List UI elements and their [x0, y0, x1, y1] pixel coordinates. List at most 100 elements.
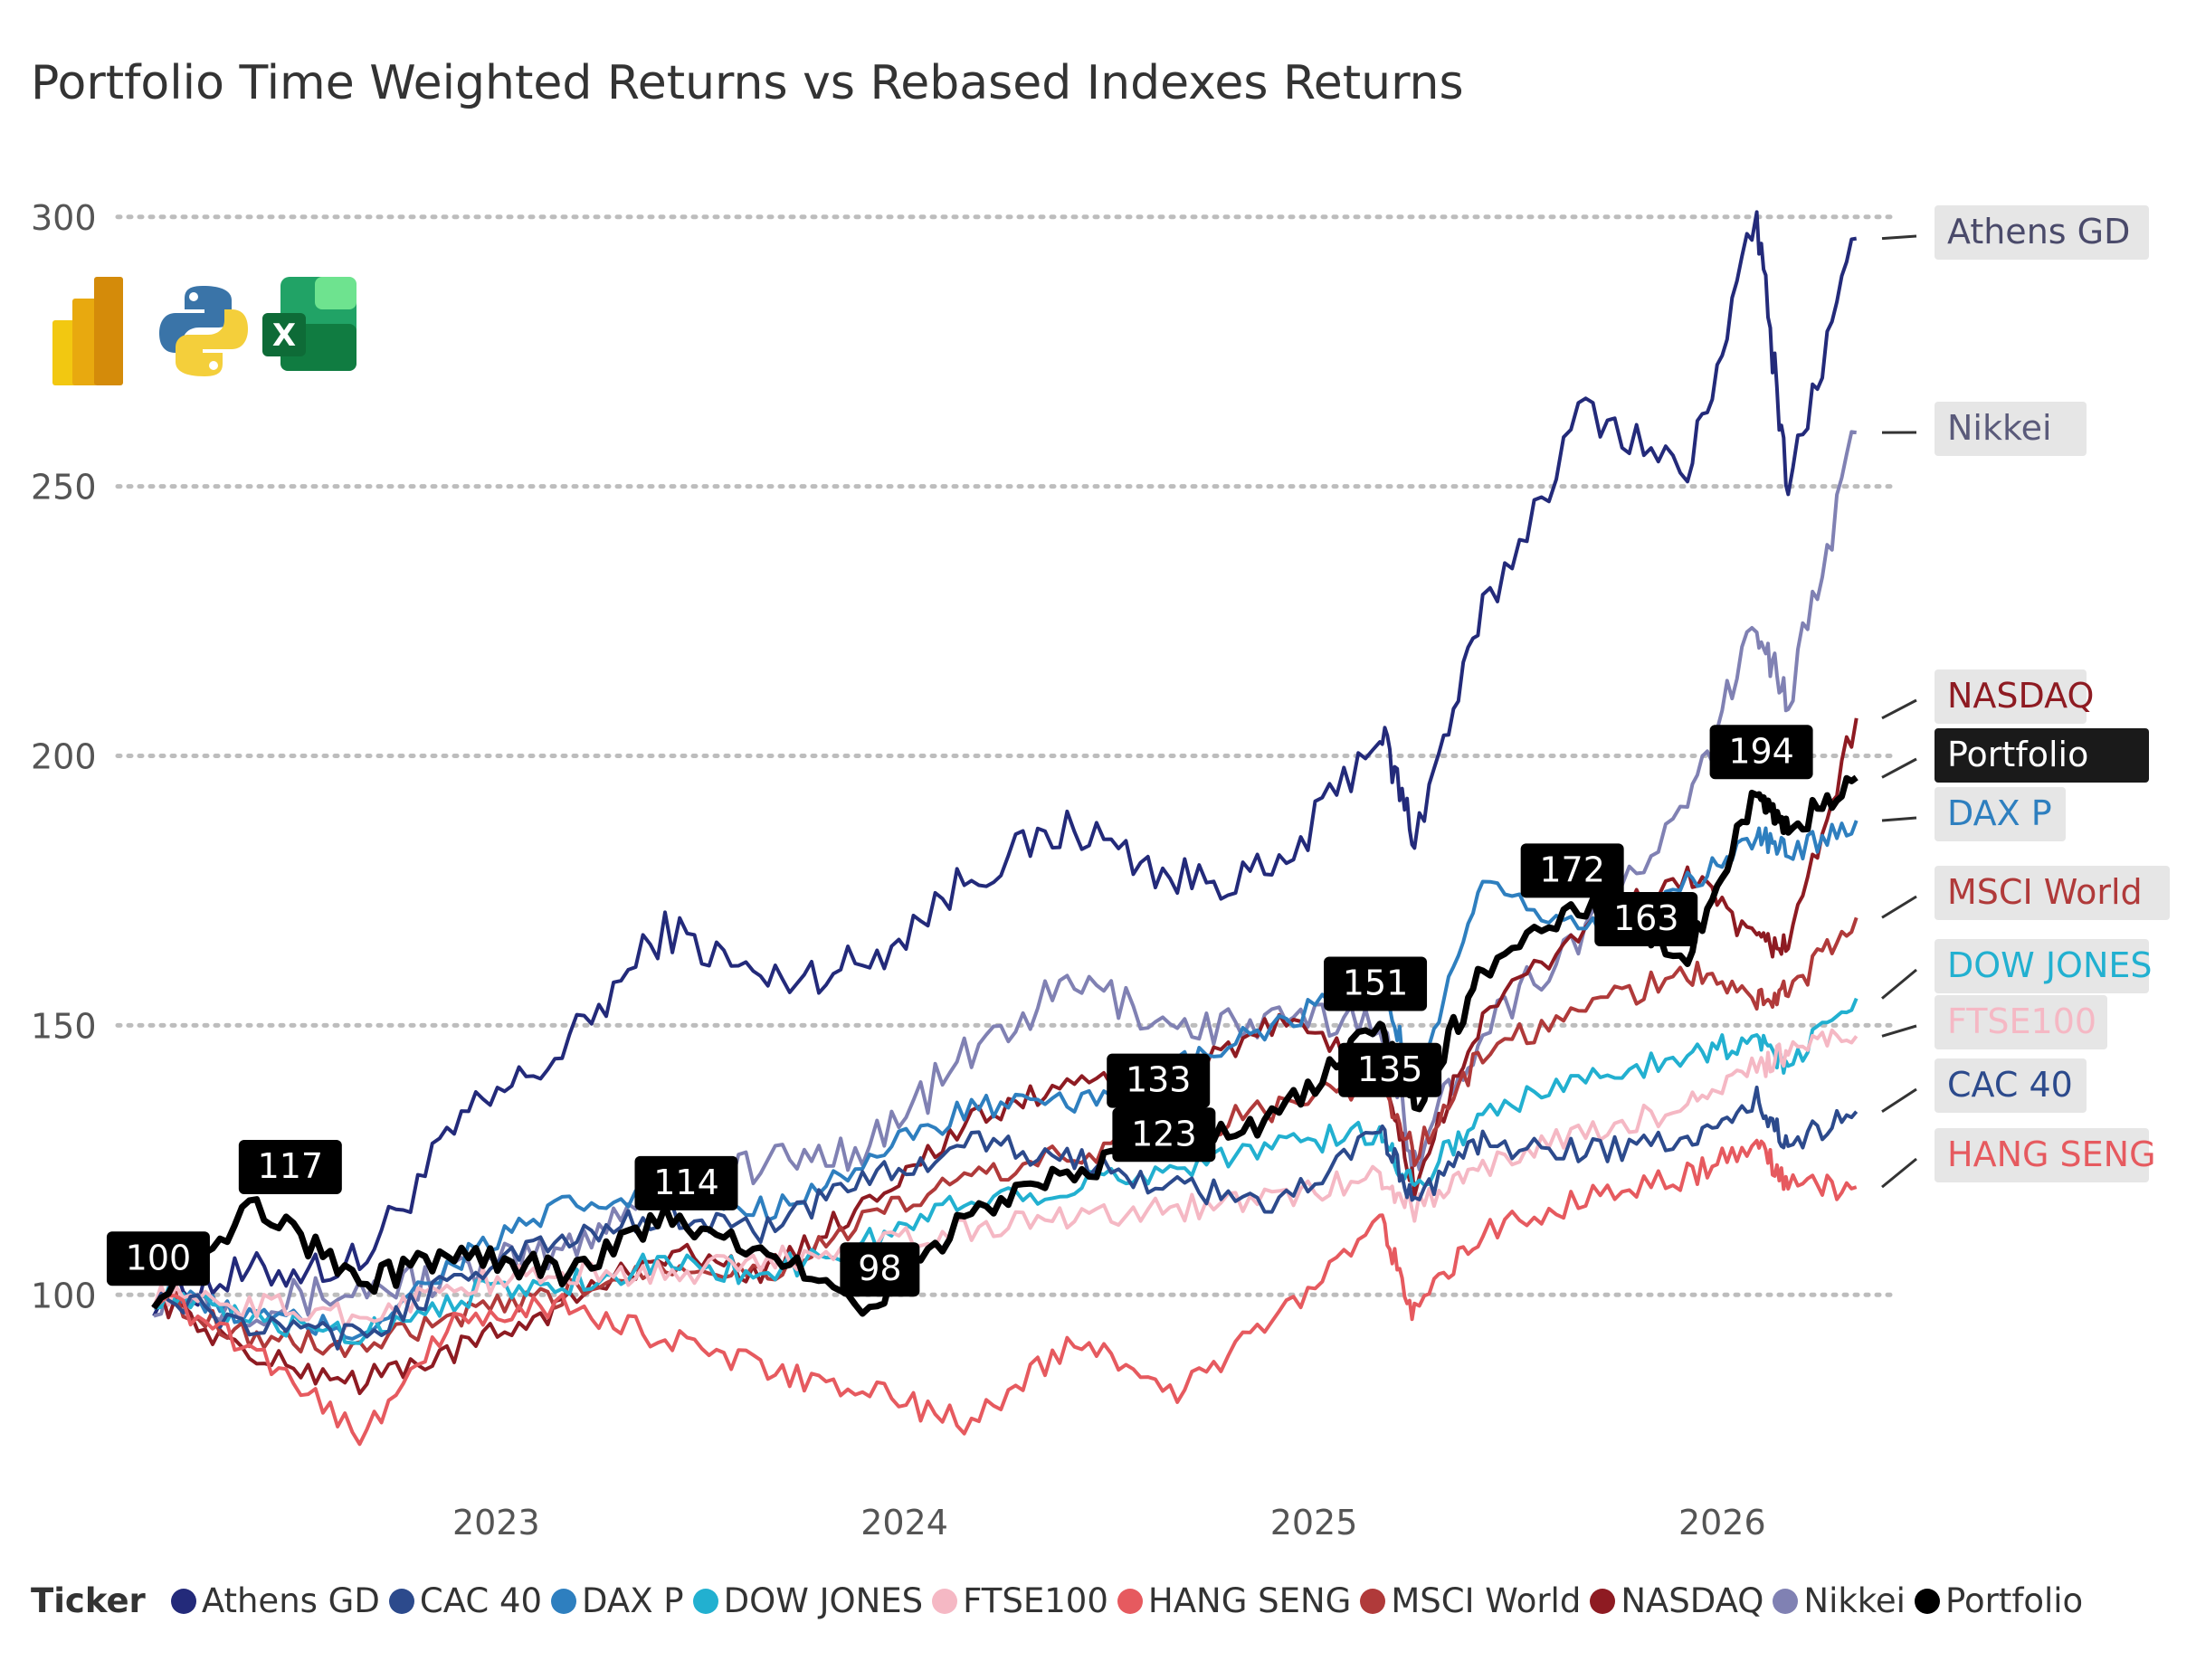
excel-icon: X: [262, 277, 356, 371]
chart-title: Portfolio Time Weighted Returns vs Rebas…: [31, 56, 1464, 110]
legend-item[interactable]: NASDAQ: [1590, 1581, 1763, 1620]
legend-label: Portfolio: [1944, 1581, 2084, 1620]
end-label-box: [1935, 939, 2149, 993]
legend-marker: [692, 1588, 718, 1614]
end-label-leader: [1881, 698, 1917, 720]
power-bi-icon: [52, 277, 123, 385]
end-label-leader: [1881, 1087, 1917, 1113]
legend-marker: [1773, 1588, 1799, 1614]
y-tick-label: 250: [31, 468, 97, 508]
data-label: 117: [258, 1146, 324, 1186]
legend-item[interactable]: Nikkei: [1773, 1581, 1906, 1620]
end-label-leader: [1881, 816, 1917, 822]
legend-item[interactable]: MSCI World: [1360, 1581, 1581, 1620]
end-label-box: [1935, 866, 2170, 920]
end-label-box: [1935, 402, 2087, 456]
legend-item[interactable]: DAX P: [551, 1581, 684, 1620]
data-label-box: [1324, 956, 1428, 1011]
end-label: Nikkei: [1947, 408, 2052, 448]
legend-items: Athens GD CAC 40 DAX P DOW JONES FTSE100 HANG…: [170, 1581, 2092, 1620]
end-label: NASDAQ: [1947, 676, 2094, 716]
data-label-box: [1594, 891, 1698, 946]
data-label-box: [238, 1140, 342, 1194]
y-tick-label: 200: [31, 737, 97, 777]
legend-item[interactable]: FTSE100: [932, 1581, 1108, 1620]
x-tick-label: 2025: [1270, 1503, 1358, 1542]
app-icons: X: [52, 277, 396, 389]
svg-text:X: X: [272, 318, 296, 354]
legend-item[interactable]: HANG SENG: [1117, 1581, 1351, 1620]
series-line-nasdaq: [152, 717, 1859, 1396]
x-tick-label: 2024: [860, 1503, 948, 1542]
python-icon: [159, 286, 248, 376]
end-label-box: [1935, 1058, 2087, 1113]
data-label: 100: [126, 1238, 192, 1277]
end-label: MSCI World: [1947, 872, 2143, 912]
legend-marker: [1360, 1588, 1386, 1614]
end-label: DAX P: [1947, 793, 2052, 833]
y-tick-label: 150: [31, 1006, 97, 1046]
legend-item[interactable]: Portfolio: [1914, 1581, 2084, 1620]
data-label: 114: [653, 1163, 719, 1202]
series-line-hang-seng: [152, 1138, 1858, 1447]
x-tick-label: 2026: [1678, 1503, 1766, 1542]
end-label-box: [1935, 728, 2149, 783]
series-line-ftse100: [152, 1028, 1859, 1331]
end-label-box: [1935, 787, 2066, 841]
legend-marker: [551, 1588, 577, 1614]
series-line-cac-40: [152, 1086, 1859, 1351]
x-tick-label: 2023: [452, 1503, 540, 1542]
end-label: DOW JONES: [1947, 945, 2153, 985]
legend-label: Athens GD: [201, 1581, 380, 1620]
data-label: 151: [1343, 963, 1409, 1002]
legend-label: HANG SENG: [1147, 1581, 1352, 1620]
data-label-box: [1107, 1053, 1211, 1108]
legend-label: DOW JONES: [723, 1581, 924, 1620]
end-label: CAC 40: [1947, 1065, 2073, 1105]
legend-label: CAC 40: [419, 1581, 543, 1620]
end-label-leader: [1881, 895, 1917, 919]
end-label-box: [1935, 1128, 2149, 1182]
legend-marker: [932, 1588, 958, 1614]
data-label: 172: [1539, 849, 1605, 889]
data-label-box: [1520, 843, 1624, 898]
end-label-box: [1935, 995, 2107, 1049]
end-label-box: [1935, 205, 2149, 260]
data-label: 133: [1126, 1060, 1192, 1100]
legend-item[interactable]: DOW JONES: [692, 1581, 924, 1620]
legend-marker: [1117, 1588, 1143, 1614]
legend: Ticker Athens GD CAC 40 DAX P DOW JONES FTSE…: [31, 1581, 2092, 1620]
end-label-box: [1935, 669, 2087, 724]
data-label-box: [1338, 1042, 1442, 1097]
data-label-box: [106, 1231, 210, 1286]
legend-label: DAX P: [582, 1581, 684, 1620]
end-label: Athens GD: [1947, 212, 2130, 252]
end-label-leader: [1881, 757, 1917, 779]
data-label-box: [1112, 1107, 1216, 1163]
series-line-athens-gd: [152, 210, 1858, 1317]
legend-marker: [388, 1588, 414, 1614]
legend-marker: [170, 1588, 196, 1614]
data-label: 123: [1131, 1114, 1197, 1153]
data-label: 194: [1728, 731, 1794, 771]
end-label: FTSE100: [1947, 1001, 2096, 1041]
legend-label: FTSE100: [963, 1581, 1108, 1620]
end-label-leader: [1881, 968, 1917, 1000]
legend-item[interactable]: CAC 40: [388, 1581, 543, 1620]
end-label-leader: [1881, 1024, 1917, 1038]
data-label-box: [634, 1155, 738, 1210]
legend-label: MSCI World: [1391, 1581, 1582, 1620]
end-label-leader: [1881, 1157, 1917, 1189]
legend-title: Ticker: [31, 1581, 146, 1620]
data-label: 98: [858, 1248, 901, 1288]
series-line-dow-jones: [153, 997, 1859, 1345]
legend-item[interactable]: Athens GD: [170, 1581, 380, 1620]
legend-label: NASDAQ: [1621, 1581, 1764, 1620]
y-tick-label: 100: [31, 1276, 97, 1315]
end-label: Portfolio: [1947, 735, 2088, 774]
end-label: HANG SENG: [1947, 1134, 2156, 1174]
y-tick-label: 300: [31, 198, 97, 238]
data-label: 135: [1357, 1049, 1423, 1089]
data-label-box: [840, 1242, 920, 1297]
